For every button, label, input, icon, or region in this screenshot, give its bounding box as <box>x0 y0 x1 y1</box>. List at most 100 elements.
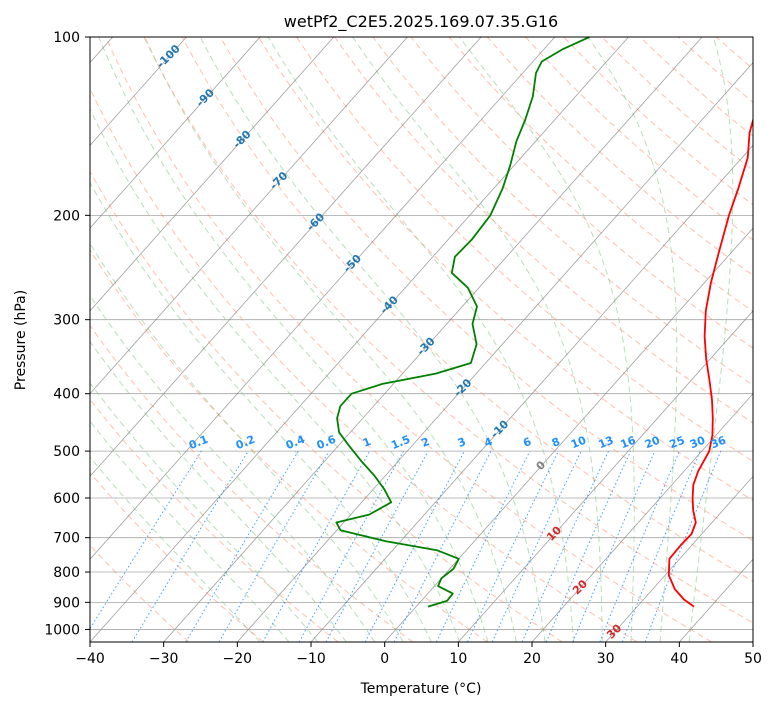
y-axis-ticks: 100 200 300 400 500 600 700 800 900 1000 <box>44 30 90 638</box>
y-tick-label: 100 <box>53 30 80 46</box>
mixing-ratio-label: 8 <box>550 435 562 450</box>
dry-adiabat <box>143 37 753 624</box>
y-tick-label: 800 <box>53 565 80 581</box>
mixing-ratio-line <box>621 450 701 642</box>
mixing-ratio-label: 25 <box>668 434 687 452</box>
mixing-ratio-label: 10 <box>569 433 588 451</box>
y-tick-label: 400 <box>53 387 80 403</box>
moist-adiabat <box>90 107 461 642</box>
moist-adiabat <box>267 37 575 642</box>
y-tick-label: 300 <box>53 313 80 329</box>
dry-adiabat <box>90 471 264 642</box>
moist-adiabat <box>90 294 376 642</box>
x-axis-label: Temperature (°C) <box>360 681 482 697</box>
dry-adiabat <box>334 37 753 424</box>
dry-adiabats <box>90 37 753 642</box>
isotherm-line <box>237 61 753 642</box>
dry-adiabat <box>90 398 339 642</box>
mixing-ratio-label: 1 <box>361 435 373 450</box>
moist-adiabat <box>199 37 546 642</box>
x-tick-label: 30 <box>597 651 615 667</box>
profile-series <box>335 37 753 608</box>
mixing-ratio-label: 3 <box>456 435 468 450</box>
x-tick-label: 40 <box>670 651 688 667</box>
mixing-ratio-label: 30 <box>688 433 707 451</box>
mixing-ratio-label: 36 <box>709 433 728 451</box>
mixing-ratio-line <box>572 450 656 642</box>
x-tick-label: −20 <box>223 651 253 667</box>
dewpoint-line <box>335 37 590 608</box>
mixing-ratio-line <box>644 450 722 642</box>
x-tick-label: −30 <box>149 651 179 667</box>
moist-adiabat <box>458 37 635 642</box>
mixing-ratio-line <box>393 450 492 642</box>
plot-frame <box>89 36 754 643</box>
y-tick-label: 900 <box>53 595 80 611</box>
dry-adiabat <box>105 37 712 642</box>
mixing-ratio-line <box>435 450 531 642</box>
mixing-ratio-label: 2 <box>420 435 432 450</box>
moist-adiabat <box>144 37 517 642</box>
mixing-ratio-line <box>90 450 202 630</box>
moist-adiabat <box>90 340 347 642</box>
isotherms <box>90 37 753 642</box>
mixing-ratio-label: 20 <box>643 433 662 451</box>
y-tick-label: 600 <box>53 491 80 507</box>
dry-adiabat <box>296 37 753 462</box>
x-tick-label: −10 <box>296 651 326 667</box>
x-tick-label: 20 <box>523 651 541 667</box>
moist-adiabats <box>90 37 734 642</box>
x-axis-ticks: −40 −30 −20 −10 0 10 20 30 40 50 <box>75 642 762 667</box>
mixing-ratio-label: 16 <box>619 433 638 451</box>
mixing-ratio-labels: 0.1 0.2 0.4 0.6 1 1.5 2 3 4 6 8 10 13 16 20 25 30 36 <box>187 433 728 452</box>
y-tick-label: 700 <box>53 531 80 547</box>
isotherm-line <box>90 37 629 642</box>
moist-adiabat <box>90 456 261 642</box>
moist-adiabat <box>98 37 489 642</box>
moist-adiabat <box>90 420 290 642</box>
isotherm-line <box>90 37 408 395</box>
x-tick-label: −40 <box>75 651 105 667</box>
mixing-ratio-line <box>325 450 429 642</box>
x-tick-label: 0 <box>380 651 389 667</box>
mixing-ratio-line <box>262 450 371 642</box>
isotherm-line <box>90 37 482 478</box>
moist-adiabat <box>688 37 734 642</box>
y-axis-label: Pressure (hPa) <box>13 290 29 390</box>
y-tick-label: 500 <box>53 444 80 460</box>
dry-adiabat <box>90 248 488 642</box>
dry-adiabat <box>372 37 753 386</box>
dry-adiabat <box>90 170 563 642</box>
mixing-ratio-line <box>521 450 609 642</box>
isotherm-line <box>163 37 703 642</box>
mixing-ratio-lines <box>90 450 722 642</box>
mixing-ratio-line <box>545 450 632 642</box>
isotherm-line <box>90 37 187 146</box>
isotherm-line <box>310 144 753 642</box>
x-tick-label: 10 <box>449 651 467 667</box>
plot-area: -100-90-80-70-60-50-40-30-20-10010203040… <box>90 37 753 642</box>
mixing-ratio-line <box>131 450 249 642</box>
moist-adiabat <box>587 37 678 642</box>
temperature-line <box>667 117 753 608</box>
mixing-ratio-label: 13 <box>596 434 615 452</box>
isotherm-line <box>90 37 261 229</box>
x-tick-label: 50 <box>744 651 762 667</box>
isotherm-line <box>90 37 335 312</box>
isotherm-line <box>384 227 753 642</box>
moist-adiabat <box>90 242 404 642</box>
mixing-ratio-line <box>599 450 680 642</box>
chart-title: wetPf2_C2E5.2025.169.07.35.G16 <box>284 12 558 32</box>
dry-adiabat <box>410 37 753 349</box>
y-tick-label: 200 <box>53 208 80 224</box>
mixing-ratio-line <box>298 450 404 642</box>
y-tick-label: 1000 <box>44 622 80 638</box>
isotherm-line <box>90 37 556 560</box>
dry-adiabat <box>90 87 638 642</box>
moist-adiabat <box>352 37 603 642</box>
moist-adiabat <box>90 382 319 642</box>
isotherm-line <box>531 393 753 642</box>
isotherm-line <box>458 310 753 642</box>
